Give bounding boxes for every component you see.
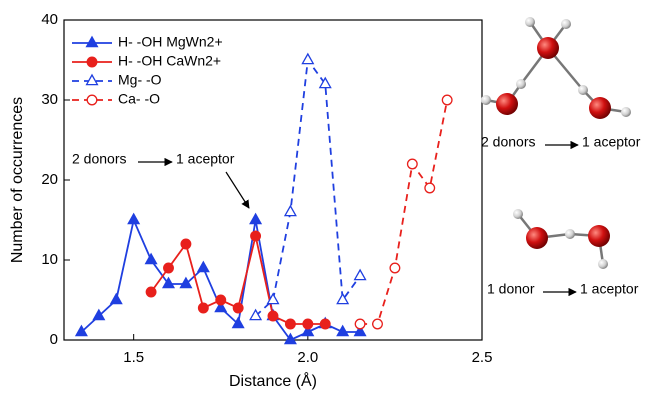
annotation-pointer bbox=[226, 172, 249, 208]
y-tick-label: 30 bbox=[41, 91, 58, 108]
figure: Distance (Å) Number of occurrences 2 don… bbox=[0, 0, 649, 398]
marker bbox=[408, 159, 418, 169]
marker bbox=[303, 319, 313, 329]
series-line bbox=[360, 100, 447, 324]
legend-label: Mg- -O bbox=[118, 72, 162, 88]
marker bbox=[250, 214, 261, 224]
marker bbox=[390, 263, 400, 273]
marker bbox=[233, 303, 243, 313]
panel-right: 1 aceptor bbox=[580, 281, 639, 297]
legend-marker bbox=[87, 95, 97, 105]
x-axis-title: Distance (Å) bbox=[229, 371, 317, 390]
legend-label: H- -OH MgWn2+ bbox=[118, 34, 223, 50]
x-tick-label: 1.5 bbox=[123, 349, 144, 366]
marker bbox=[199, 303, 209, 313]
molecule-2-donors bbox=[481, 17, 631, 119]
marker bbox=[373, 319, 383, 329]
marker bbox=[146, 287, 156, 297]
marker bbox=[128, 214, 139, 224]
marker bbox=[285, 206, 296, 216]
legend-marker bbox=[87, 57, 97, 67]
legend-marker bbox=[87, 37, 98, 47]
marker bbox=[268, 311, 278, 321]
marker bbox=[286, 319, 296, 329]
marker bbox=[146, 254, 157, 264]
panel-right: 1 aceptor bbox=[582, 134, 641, 150]
legend-marker bbox=[87, 75, 98, 85]
annotation-left: 2 donors bbox=[72, 151, 126, 167]
marker bbox=[198, 262, 209, 272]
x-tick-label: 2.0 bbox=[297, 349, 318, 366]
panel-left: 1 donor bbox=[487, 281, 535, 297]
page: {"chart_data": {"type": "line", "x_label… bbox=[0, 0, 649, 398]
x-tick-label: 2.5 bbox=[472, 349, 493, 366]
legend-label: H- -OH CaWn2+ bbox=[118, 53, 221, 69]
marker bbox=[181, 239, 191, 249]
marker bbox=[442, 95, 452, 105]
marker bbox=[216, 295, 226, 305]
marker bbox=[355, 319, 365, 329]
marker bbox=[320, 319, 330, 329]
y-tick-label: 40 bbox=[41, 11, 58, 28]
y-tick-label: 10 bbox=[41, 251, 58, 268]
marker bbox=[302, 54, 313, 64]
marker bbox=[111, 294, 122, 304]
annotation-right: 1 aceptor bbox=[176, 151, 235, 167]
series-line bbox=[256, 60, 361, 316]
marker bbox=[251, 231, 261, 241]
marker bbox=[164, 263, 174, 273]
molecule-1-donor bbox=[513, 209, 610, 269]
panel-left: 2 donors bbox=[481, 134, 535, 150]
y-tick-label: 0 bbox=[50, 331, 58, 348]
marker bbox=[355, 270, 366, 280]
y-axis-title: Number of occurrences bbox=[9, 97, 26, 263]
y-tick-label: 20 bbox=[41, 171, 58, 188]
legend-label: Ca- -O bbox=[118, 91, 160, 107]
series-line bbox=[81, 220, 360, 340]
marker bbox=[425, 183, 435, 193]
